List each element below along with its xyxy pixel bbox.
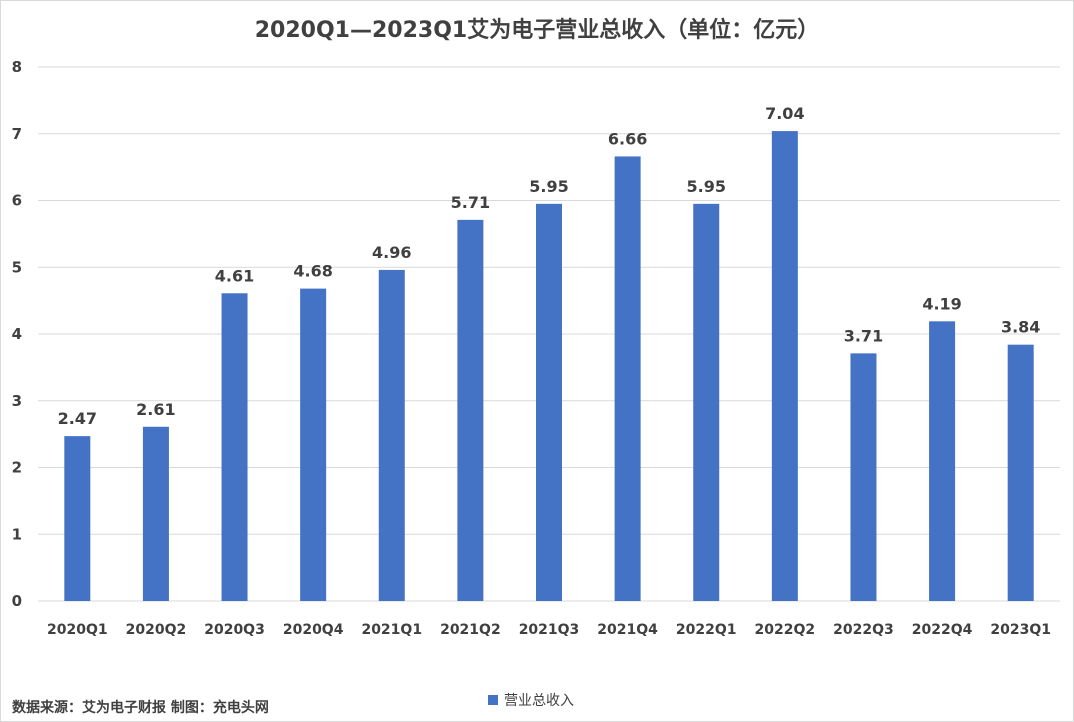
y-tick-label: 8	[12, 58, 22, 76]
data-label: 4.19	[922, 294, 961, 313]
y-tick-label: 0	[12, 592, 22, 610]
bar	[614, 156, 641, 601]
x-tick-label: 2020Q2	[126, 622, 187, 638]
data-label: 2.61	[136, 400, 175, 419]
data-label: 5.95	[529, 177, 568, 196]
y-tick-label: 2	[12, 459, 22, 477]
bar	[693, 203, 720, 601]
x-tick-label: 2022Q2	[755, 622, 816, 638]
data-label: 3.71	[844, 326, 883, 345]
y-tick-label: 4	[12, 325, 22, 343]
x-tick-label: 2022Q4	[912, 622, 973, 638]
source-note: 数据来源：艾为电子财报 制图：充电头网	[12, 700, 269, 716]
data-label: 5.71	[451, 193, 490, 212]
data-label: 4.61	[215, 266, 254, 285]
x-tick-label: 2022Q1	[676, 622, 737, 638]
legend-swatch	[488, 695, 498, 705]
y-tick-label: 7	[12, 125, 22, 143]
bar	[300, 288, 327, 601]
data-label: 2.47	[58, 409, 97, 428]
bar	[850, 353, 877, 601]
bar	[142, 426, 169, 601]
legend: 营业总收入	[488, 690, 574, 710]
data-label: 5.95	[686, 177, 725, 196]
bar	[771, 131, 798, 601]
x-tick-label: 2022Q3	[833, 622, 894, 638]
x-tick-label: 2021Q4	[597, 622, 658, 638]
x-tick-label: 2021Q3	[519, 622, 580, 638]
x-tick-label: 2023Q1	[990, 622, 1051, 638]
data-label: 7.04	[765, 104, 804, 123]
x-tick-label: 2021Q1	[361, 622, 422, 638]
data-label: 3.84	[1001, 318, 1040, 337]
data-label: 6.66	[608, 129, 647, 148]
bar	[378, 269, 405, 601]
bar	[64, 436, 91, 601]
data-label: 4.68	[293, 262, 332, 281]
y-tick-label: 3	[12, 392, 22, 410]
x-tick-label: 2020Q1	[47, 622, 108, 638]
bar	[457, 219, 484, 602]
x-tick-label: 2020Q4	[283, 622, 344, 638]
bar	[1007, 344, 1034, 601]
y-tick-label: 6	[12, 192, 22, 210]
x-tick-label: 2021Q2	[440, 622, 501, 638]
x-tick-label: 2020Q3	[204, 622, 265, 638]
y-tick-label: 5	[12, 258, 22, 276]
bar	[221, 293, 248, 601]
legend-label: 营业总收入	[504, 693, 574, 709]
y-tick-label: 1	[12, 525, 22, 543]
bar	[536, 203, 562, 601]
chart-title: 2020Q1—2023Q1艾为电子营业总收入（单位：亿元）	[254, 18, 820, 43]
data-label: 4.96	[372, 243, 411, 262]
bar	[929, 321, 956, 601]
